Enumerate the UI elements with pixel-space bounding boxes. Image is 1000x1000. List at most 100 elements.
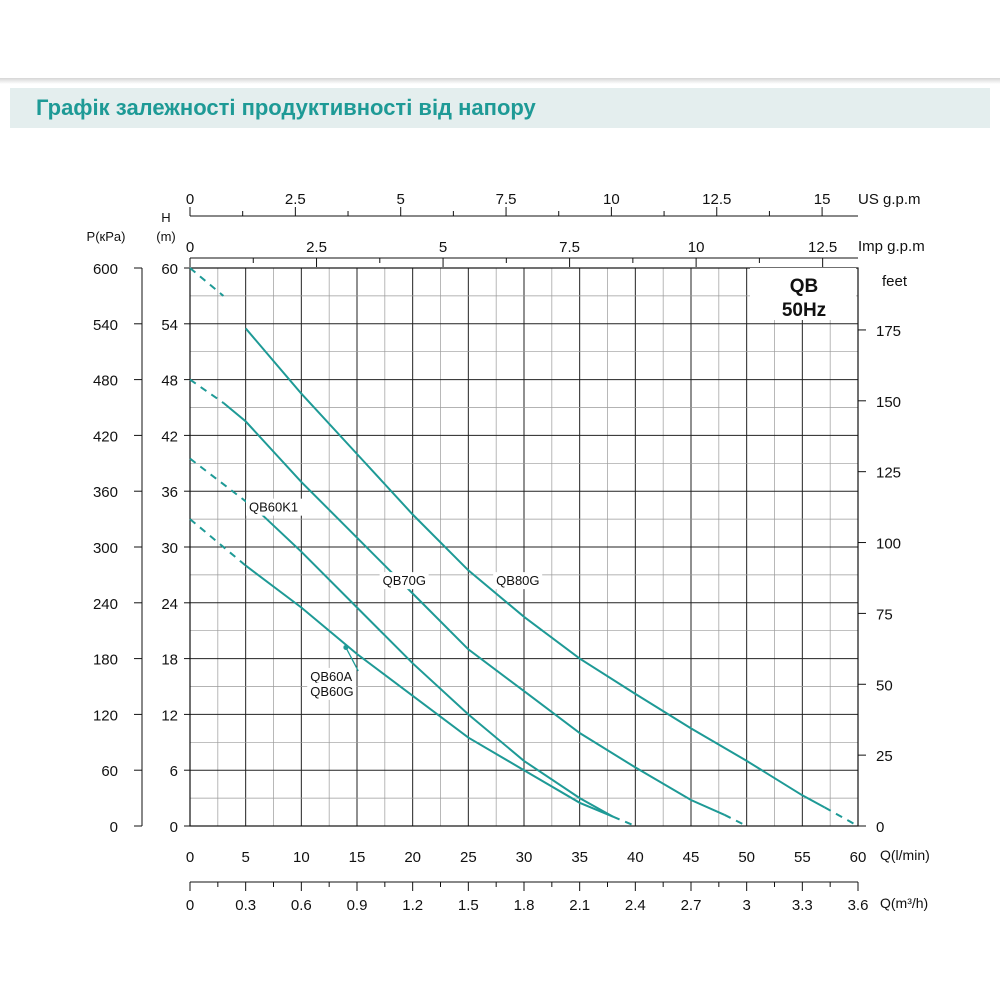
series-label-pointer-dot bbox=[343, 644, 349, 650]
chart-series bbox=[189, 267, 859, 827]
x-us-tick-label: 2.5 bbox=[285, 191, 306, 208]
y-p-tick-label: 600 bbox=[93, 261, 118, 278]
y-h-tick-label: 54 bbox=[161, 317, 178, 334]
x-us-tick-label: 10 bbox=[603, 191, 620, 208]
x-lmin-tick-label: 30 bbox=[516, 849, 533, 866]
series-label-qb60g: QB60G bbox=[310, 684, 353, 699]
chart-grid bbox=[189, 267, 859, 827]
y-p-tick-label: 240 bbox=[93, 596, 118, 613]
series-qb70g-curve bbox=[222, 402, 725, 816]
x-imp-tick-label: 2.5 bbox=[306, 239, 327, 256]
y-p-tick-label: 120 bbox=[93, 707, 118, 724]
x-imp-axis-title: Imp g.p.m bbox=[858, 238, 925, 255]
x-us-tick-label: 12.5 bbox=[702, 191, 731, 208]
x-lmin-tick-label: 0 bbox=[186, 849, 194, 866]
y-p-tick-label: 300 bbox=[93, 540, 118, 557]
y-feet-axis-title: feet bbox=[882, 273, 908, 290]
y-p-tick-label: 540 bbox=[93, 317, 118, 334]
series-label-qb60a: QB60A bbox=[310, 669, 352, 684]
x-lmin-tick-label: 55 bbox=[794, 849, 811, 866]
y-p-tick-label: 0 bbox=[110, 819, 118, 836]
series-qb80g-dashed-end bbox=[824, 806, 859, 827]
x-lmin-tick-label: 60 bbox=[850, 849, 867, 866]
x-m3h-tick-label: 0.6 bbox=[291, 897, 312, 914]
y-h-tick-label: 0 bbox=[170, 819, 178, 836]
y-p-tick-label: 60 bbox=[101, 763, 118, 780]
y-p-axis-title: P(кPa) bbox=[87, 229, 126, 244]
y-h-tick-label: 24 bbox=[161, 596, 178, 613]
y-feet-tick-label: 25 bbox=[876, 748, 893, 765]
y-h-tick-label: 6 bbox=[170, 763, 178, 780]
y-feet-tick-label: 125 bbox=[876, 465, 901, 482]
x-us-tick-label: 15 bbox=[814, 191, 831, 208]
y-feet-tick-label: 100 bbox=[876, 536, 901, 553]
series-label-qb70g: QB70G bbox=[383, 573, 426, 588]
y-h-tick-label: 18 bbox=[161, 652, 178, 669]
series-label-bg bbox=[307, 667, 357, 685]
badge-series: QB bbox=[790, 276, 819, 297]
x-imp-tick-label: 12.5 bbox=[808, 239, 837, 256]
x-m3h-tick-label: 1.5 bbox=[458, 897, 479, 914]
y-h-tick-label: 12 bbox=[161, 707, 178, 724]
y-h-axis-title: H bbox=[161, 210, 170, 225]
badge-frequency: 50Hz bbox=[782, 300, 826, 321]
x-m3h-tick-label: 0.3 bbox=[235, 897, 256, 914]
series-qb70g-dashed-end bbox=[723, 813, 748, 827]
series-qb70g-dashed-start bbox=[189, 378, 224, 404]
series-label-bg bbox=[493, 572, 543, 590]
series-qb80g-dashed-start bbox=[189, 267, 225, 297]
y-feet-tick-label: 150 bbox=[876, 394, 901, 411]
x-lmin-tick-label: 35 bbox=[571, 849, 588, 866]
x-m3h-tick-label: 3.6 bbox=[848, 897, 869, 914]
x-lmin-tick-label: 20 bbox=[404, 849, 421, 866]
x-us-tick-label: 5 bbox=[397, 191, 405, 208]
series-label-qb80g: QB80G bbox=[496, 573, 539, 588]
y-feet-tick-label: 0 bbox=[876, 819, 884, 836]
x-m3h-axis-title: Q(m³/h) bbox=[880, 895, 928, 911]
y-h-tick-label: 48 bbox=[161, 373, 178, 390]
y-feet-tick-label: 50 bbox=[876, 677, 893, 694]
x-imp-tick-label: 0 bbox=[186, 239, 194, 256]
y-h-tick-label: 36 bbox=[161, 484, 178, 501]
x-lmin-tick-label: 10 bbox=[293, 849, 310, 866]
x-m3h-tick-label: 3 bbox=[742, 897, 750, 914]
series-qb60a-curve bbox=[245, 564, 614, 818]
chart-badge: QB 50Hz bbox=[750, 268, 856, 321]
series-qb60k1-dashed-end bbox=[612, 815, 636, 827]
title-band: Графік залежності продуктивності від нап… bbox=[10, 88, 990, 128]
x-us-tick-label: 7.5 bbox=[496, 191, 517, 208]
x-m3h-tick-label: 1.8 bbox=[514, 897, 535, 914]
series-qb60k1-curve bbox=[256, 509, 614, 818]
y-feet-tick-label: 175 bbox=[876, 323, 901, 340]
series-label-pointer bbox=[345, 647, 359, 672]
x-lmin-tick-label: 15 bbox=[349, 849, 366, 866]
x-lmin-tick-label: 40 bbox=[627, 849, 644, 866]
x-m3h-tick-label: 3.3 bbox=[792, 897, 813, 914]
y-h-tick-label: 42 bbox=[161, 428, 178, 445]
y-feet-tick-label: 75 bbox=[876, 606, 893, 623]
y-h-tick-label: 30 bbox=[161, 540, 178, 557]
x-lmin-tick-label: 50 bbox=[738, 849, 755, 866]
x-m3h-tick-label: 2.7 bbox=[681, 897, 702, 914]
x-lmin-axis-title: Q(l/min) bbox=[880, 847, 930, 863]
series-qb60k1-dashed-start bbox=[189, 457, 258, 511]
x-m3h-tick-label: 0 bbox=[186, 897, 194, 914]
series-label-bg bbox=[246, 498, 304, 516]
series-label-bg bbox=[379, 572, 429, 590]
x-us-tick-label: 0 bbox=[186, 191, 194, 208]
chart-axes: 06121824303642485460H(m)0601201802403003… bbox=[87, 191, 930, 914]
x-us-axis-title: US g.p.m bbox=[858, 191, 921, 208]
badge-background bbox=[750, 268, 856, 320]
x-imp-tick-label: 5 bbox=[439, 239, 447, 256]
x-imp-tick-label: 7.5 bbox=[559, 239, 580, 256]
y-h-tick-label: 60 bbox=[161, 261, 178, 278]
y-p-tick-label: 480 bbox=[93, 373, 118, 390]
series-qb80g-curve bbox=[244, 327, 826, 809]
x-m3h-tick-label: 2.1 bbox=[569, 897, 590, 914]
y-p-tick-label: 360 bbox=[93, 484, 118, 501]
x-lmin-tick-label: 45 bbox=[683, 849, 700, 866]
x-m3h-tick-label: 2.4 bbox=[625, 897, 646, 914]
x-lmin-tick-label: 25 bbox=[460, 849, 477, 866]
